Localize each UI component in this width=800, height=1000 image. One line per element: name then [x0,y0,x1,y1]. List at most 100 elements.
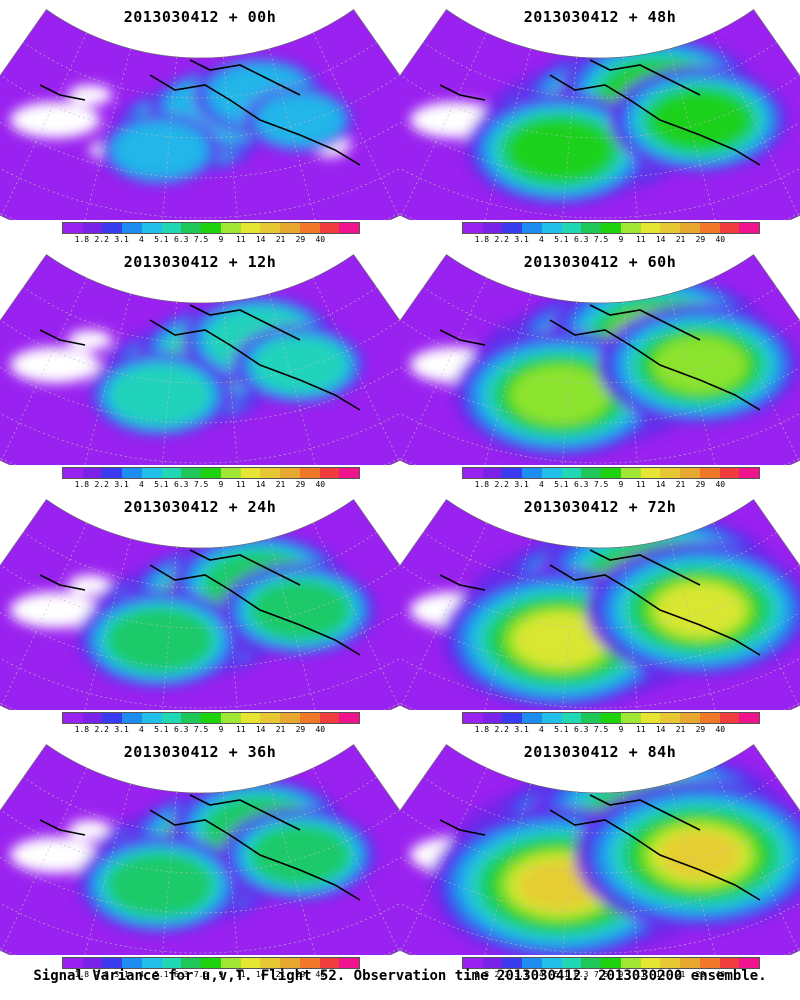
colorbar-tick-label: 11 [635,235,646,244]
forecast-panel: 2013030412 + 72h 1.8 2.2 3.1 4 5.1 6.3 7.5 9 11 14… [400,490,800,735]
colorbar-tick-label: 4 [139,970,144,979]
colorbar-tick-label: 40 [715,235,726,244]
colorbar-tick-label: 21 [275,725,286,734]
colorbar-swatch [482,468,503,478]
colorbar-tick-label: 7.5 [593,970,609,979]
variance-field [0,9,400,220]
colorbar-swatch [181,468,202,478]
colorbar [462,957,760,969]
colorbar-tick-label: 3.1 [514,725,529,734]
colorbar-swatch [181,713,202,723]
colorbar-swatch [260,468,281,478]
colorbar-swatch [463,958,483,968]
colorbar-swatch [141,468,162,478]
colorbar-tick-label: 4 [139,480,144,489]
colorbar-swatch [502,958,523,968]
colorbar-tick-label: 6.3 [173,235,189,244]
variance-map [0,254,400,465]
colorbar-swatch [280,713,300,723]
colorbar-tick-label: 3.1 [514,235,529,244]
colorbar-swatch [122,958,142,968]
colorbar-tick-label: 4 [539,970,544,979]
colorbar-swatch [482,713,503,723]
colorbar-swatch [161,713,182,723]
colorbar-tick-label: 7.5 [593,480,609,489]
colorbar-tick-label: 3.1 [514,480,529,489]
figure-caption: Signal Variance for u,v,T. Flight 52. Ob… [33,968,767,984]
colorbar-swatch [319,468,340,478]
colorbar-tick-label: 29 [295,725,306,734]
colorbar-tick-label: 7.5 [193,235,209,244]
colorbar-tick-label: 11 [635,970,646,979]
colorbar-tick-label: 9 [618,970,624,979]
colorbar-tick-label: 40 [315,725,326,734]
colorbar-swatch [581,468,602,478]
colorbar-swatch [522,713,542,723]
colorbar-tick-label: 14 [255,480,266,489]
colorbar-tick-label: 29 [295,235,306,244]
colorbar-swatch [699,713,720,723]
colorbar-tick-label: 4 [539,725,544,734]
colorbar-tick-label: 6.3 [173,725,189,734]
coastline [39,59,361,166]
forecast-panel: 2013030412 + 00h 1.8 2.2 3.1 4 5.1 6.3 7.5 9 11 14… [0,0,400,245]
colorbar-swatch [601,468,621,478]
colorbar-tick-label: 9 [218,970,224,979]
variance-field [0,254,400,465]
colorbar-swatch [63,713,83,723]
colorbar-tick-label: 5.1 [554,235,569,244]
colorbar-swatch [161,958,182,968]
colorbar-tick-label: 5.1 [554,725,569,734]
colorbar-swatch [240,223,261,233]
colorbar-tick-label: 2.2 [494,725,509,734]
colorbar-swatch [82,958,103,968]
colorbar-swatch [640,468,661,478]
colorbar-tick-label: 6.3 [573,235,589,244]
colorbar-swatch [601,958,621,968]
colorbar-tick-label: 14 [255,235,266,244]
colorbar-swatch [719,468,740,478]
colorbar-swatch [680,958,700,968]
colorbar-swatch [319,223,340,233]
colorbar-tick-label: 29 [695,235,706,244]
colorbar-tick-label: 40 [315,235,326,244]
colorbar-swatch [102,468,123,478]
colorbar-tick-label: 40 [715,725,726,734]
variance-field [400,744,800,955]
variance-map [0,744,400,955]
colorbar-swatch [660,713,681,723]
colorbar-swatch [482,958,503,968]
colorbar-swatch [581,223,602,233]
colorbar-tick-label: 2.2 [494,480,509,489]
colorbar-swatch [522,958,542,968]
colorbar-swatch [260,223,281,233]
colorbar-labels: 1.8 2.2 3.1 4 5.1 6.3 7.5 9 11 14 21 29 40 [62,970,360,980]
colorbar-tick-label: 29 [295,480,306,489]
colorbar-tick-label: 40 [315,970,326,979]
colorbar-swatch [680,468,700,478]
colorbar-tick-label: 3.1 [114,725,129,734]
colorbar-swatch [299,958,320,968]
colorbar-tick-label: 1.8 [74,235,90,244]
colorbar-labels: 1.8 2.2 3.1 4 5.1 6.3 7.5 9 11 14 21 29 40 [462,480,760,490]
colorbar [62,712,360,724]
colorbar-tick-label: 1.8 [74,480,90,489]
colorbar-tick-label: 21 [675,235,686,244]
coastline [439,794,761,901]
colorbar-swatch [63,223,83,233]
coastline [439,549,761,656]
colorbar-tick-label: 4 [539,480,544,489]
colorbar-swatch [463,713,483,723]
colorbar-tick-label: 14 [655,970,666,979]
colorbar-tick-label: 40 [715,970,726,979]
colorbar-swatch [699,958,720,968]
panel-title: 2013030412 + 72h [523,498,677,516]
colorbar-swatch [640,223,661,233]
coastline [439,304,761,411]
colorbar-tick-label: 5.1 [154,725,169,734]
colorbar-swatch [660,223,681,233]
colorbar-swatch [201,713,221,723]
colorbar-tick-label: 6.3 [573,480,589,489]
forecast-panel: 2013030412 + 36h 1.8 2.2 3.1 4 5.1 6.3 7.5 9 11 14… [0,735,400,980]
colorbar-swatch [601,713,621,723]
